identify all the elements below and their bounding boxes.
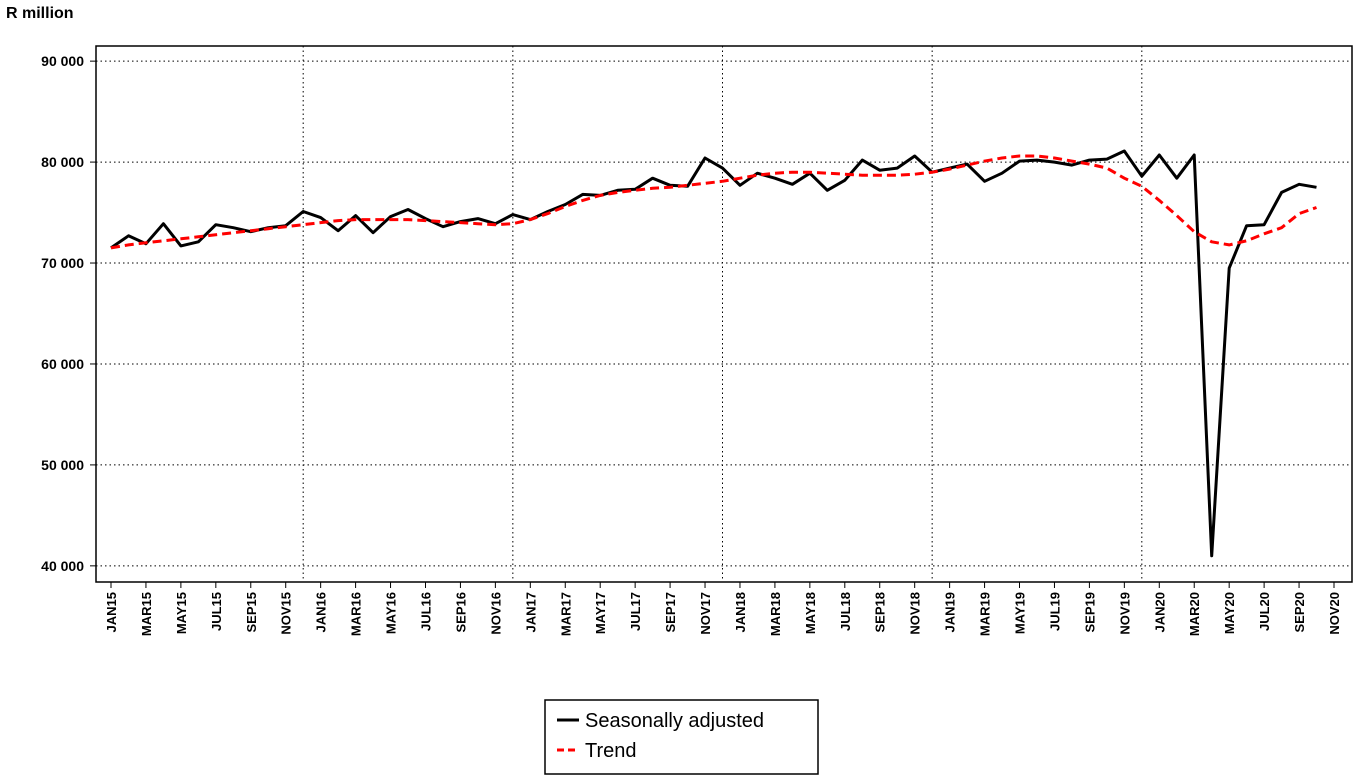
x-tick-label: NOV16 bbox=[488, 592, 503, 635]
x-tick-label: MAY17 bbox=[593, 592, 608, 634]
y-tick-label: 50 000 bbox=[41, 457, 84, 473]
x-tick-label: NOV20 bbox=[1327, 592, 1342, 635]
x-tick-label: MAR20 bbox=[1187, 592, 1202, 636]
x-tick-label: MAR18 bbox=[768, 592, 783, 636]
x-tick-label: SEP15 bbox=[244, 592, 259, 632]
x-tick-label: JAN20 bbox=[1152, 592, 1167, 632]
x-tick-label: JAN16 bbox=[314, 592, 329, 632]
legend-box bbox=[544, 699, 819, 775]
y-tick-label: 80 000 bbox=[41, 154, 84, 170]
x-tick-label: MAR16 bbox=[349, 592, 364, 636]
x-tick-label: JUL17 bbox=[628, 592, 643, 631]
x-tick-label: MAY19 bbox=[1013, 592, 1028, 634]
x-tick-label: JUL19 bbox=[1047, 592, 1062, 631]
x-tick-label: MAR15 bbox=[139, 592, 154, 636]
x-tick-label: JUL20 bbox=[1257, 592, 1272, 631]
x-tick-label: JAN19 bbox=[943, 592, 958, 632]
plot-frame bbox=[95, 45, 1353, 583]
x-tick-label: MAY20 bbox=[1222, 592, 1237, 634]
series-line bbox=[110, 149, 1317, 558]
x-tick-label: JAN18 bbox=[733, 592, 748, 632]
y-tick-label: 40 000 bbox=[41, 558, 84, 574]
x-tick-label: MAY16 bbox=[384, 592, 399, 634]
x-tick-label: SEP20 bbox=[1292, 592, 1307, 632]
x-tick-label: JUL15 bbox=[209, 592, 224, 631]
x-tick-label: SEP16 bbox=[453, 592, 468, 632]
x-tick-label: NOV15 bbox=[279, 592, 294, 635]
x-tick-label: NOV18 bbox=[908, 592, 923, 635]
y-tick-label: 70 000 bbox=[41, 255, 84, 271]
x-tick-label: MAR19 bbox=[978, 592, 993, 636]
y-axis-title: R million bbox=[6, 5, 74, 22]
x-tick-label: JUL16 bbox=[418, 592, 433, 631]
x-tick-label: SEP19 bbox=[1082, 592, 1097, 632]
x-tick-label: SEP18 bbox=[873, 592, 888, 632]
y-tick-label: 90 000 bbox=[41, 53, 84, 69]
x-tick-label: SEP17 bbox=[663, 592, 678, 632]
x-tick-label: JAN15 bbox=[104, 592, 119, 632]
x-tick-label: MAY15 bbox=[174, 592, 189, 634]
x-tick-label: JUL18 bbox=[838, 592, 853, 631]
x-tick-label: JAN17 bbox=[523, 592, 538, 632]
legend-label: Trend bbox=[585, 740, 637, 762]
x-tick-label: MAR17 bbox=[558, 592, 573, 636]
legend-label: Seasonally adjusted bbox=[585, 710, 764, 732]
x-tick-label: MAY18 bbox=[803, 592, 818, 634]
x-tick-label: NOV17 bbox=[698, 592, 713, 635]
y-tick-label: 60 000 bbox=[41, 356, 84, 372]
x-tick-label: NOV19 bbox=[1117, 592, 1132, 635]
series-line bbox=[110, 154, 1317, 250]
